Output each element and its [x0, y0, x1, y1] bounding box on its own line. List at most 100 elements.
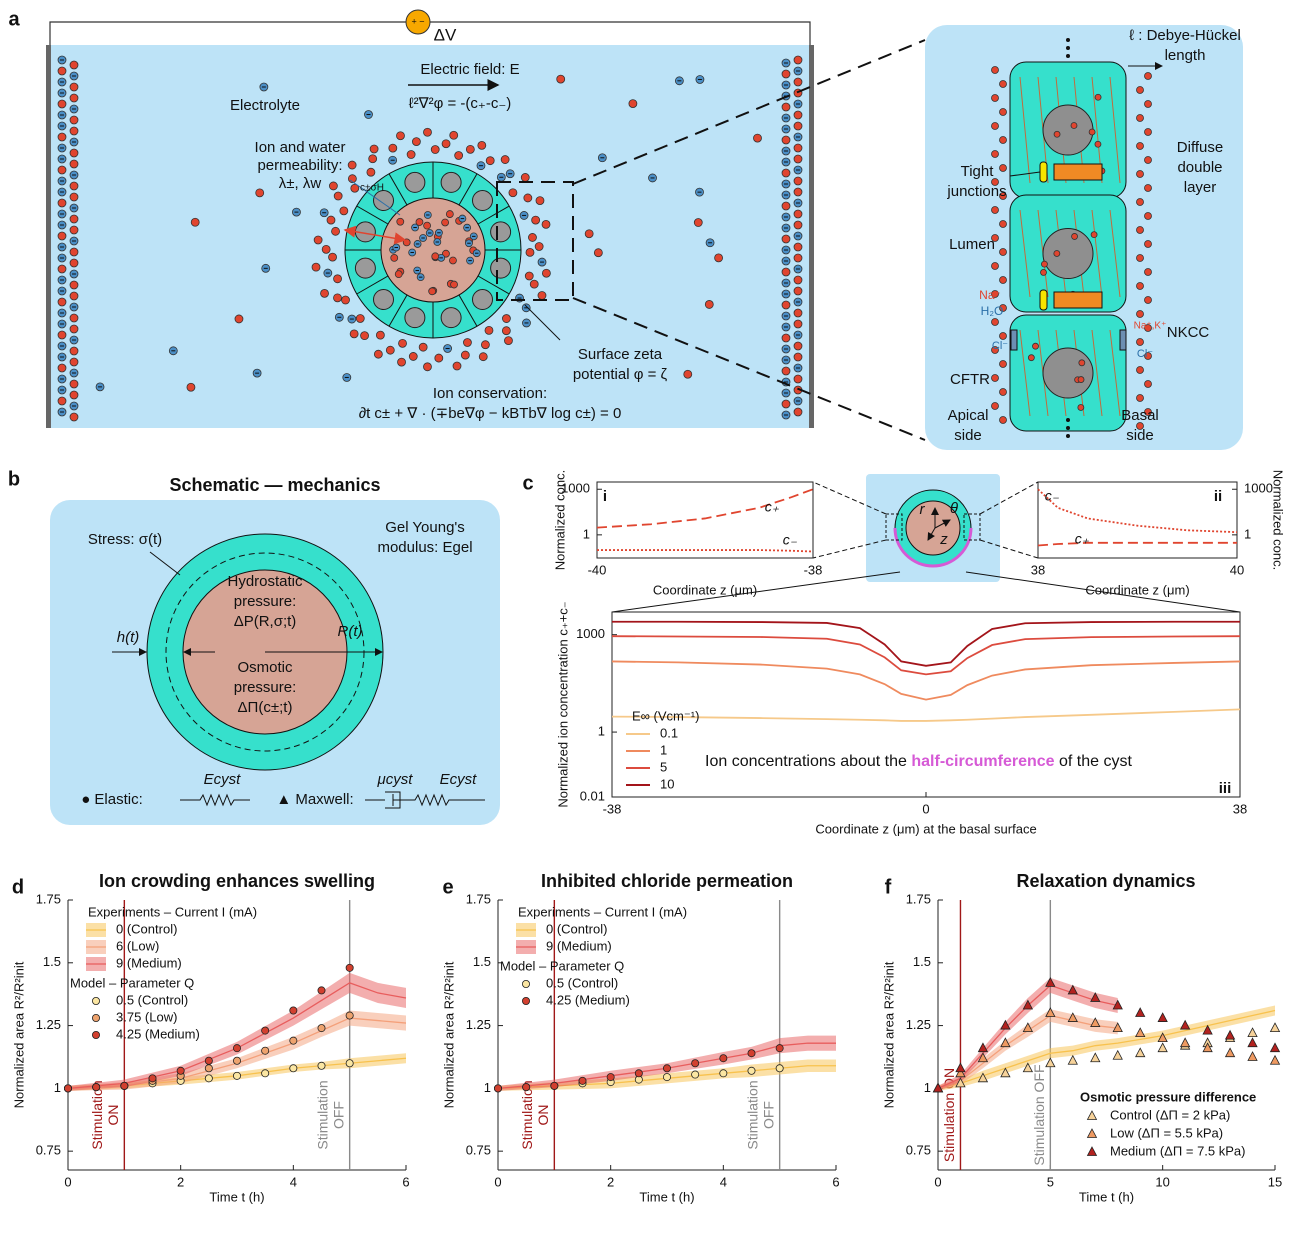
cation [794, 375, 802, 383]
cation [782, 367, 790, 375]
zeta-label: Surface zeta [578, 346, 663, 363]
x-tick-label: 4 [720, 1174, 727, 1189]
cation [481, 341, 489, 349]
cation [1145, 185, 1152, 192]
cation [794, 276, 802, 284]
legend-title: Experiments – Current I (mA) [518, 904, 687, 919]
legend-label: 0 (Control) [546, 921, 607, 936]
cation [409, 352, 417, 360]
cation [58, 298, 66, 306]
model-marker [720, 1055, 727, 1062]
cation [334, 294, 342, 302]
cation [58, 199, 66, 207]
cation [1145, 297, 1152, 304]
x-tick-label: 2 [607, 1174, 614, 1189]
maxwell-modulus-label: Ecyst [440, 771, 478, 788]
model-marker [1136, 1008, 1145, 1017]
cation [412, 138, 420, 146]
continuation-dot [1066, 426, 1070, 430]
cation [1137, 199, 1144, 206]
cation [1000, 221, 1007, 228]
cation [542, 269, 550, 277]
cation [376, 331, 384, 339]
cation [70, 182, 78, 190]
cation [70, 314, 78, 322]
cation [396, 132, 404, 140]
model-marker [149, 1075, 156, 1082]
ion-label: Cl⁻ [1137, 348, 1153, 360]
x-axis-label: Time t (h) [1079, 1189, 1134, 1204]
x-tick-label: -40 [588, 562, 607, 577]
cation [992, 123, 999, 130]
x-tick-label: 6 [832, 1174, 839, 1189]
legend-label: 6 (Low) [116, 938, 159, 953]
cation [451, 281, 458, 288]
permeability-label: permeability: [257, 157, 342, 174]
model-marker [1271, 1023, 1280, 1032]
cation [1079, 360, 1085, 366]
y-tick-label: 1.5 [473, 954, 491, 969]
legend-title: Experiments – Current I (mA) [88, 904, 257, 919]
cation [502, 315, 510, 323]
nucleus [441, 172, 461, 192]
model-marker [205, 1065, 212, 1072]
cation [1145, 241, 1152, 248]
y-tick-label: 1.25 [36, 1017, 61, 1032]
legend-label: 1 [660, 742, 667, 757]
cation [1137, 367, 1144, 374]
ion-label: Na⁺,K⁺ [1134, 321, 1167, 332]
diffuse-label: layer [1184, 179, 1217, 196]
legend-label: 5 [660, 759, 667, 774]
model-marker [494, 1085, 501, 1092]
tight-junction [1040, 290, 1047, 310]
panel-label: f [885, 876, 892, 898]
model-marker [1248, 1052, 1257, 1061]
cation [58, 133, 66, 141]
x-tick-label: 6 [402, 1174, 409, 1189]
model-marker [1088, 1111, 1097, 1120]
y-tick-label: 1.5 [913, 954, 931, 969]
cation [356, 314, 364, 322]
legend-title: Model – Parameter Q [70, 975, 194, 990]
cation [992, 67, 999, 74]
cation [782, 202, 790, 210]
cation [528, 233, 536, 241]
cation [542, 220, 550, 228]
nucleus [491, 222, 511, 242]
electrode [809, 45, 814, 428]
cation [486, 157, 494, 165]
model-marker [1248, 1038, 1257, 1047]
continuation-dot [1066, 54, 1070, 58]
y-tick-label: 1.5 [43, 954, 61, 969]
apical-label: Apical [948, 407, 989, 424]
cation [461, 351, 469, 359]
cation [794, 78, 802, 86]
cation [1000, 417, 1007, 424]
cation [782, 235, 790, 243]
cation [501, 156, 509, 164]
nucleus [355, 258, 375, 278]
legend-title: Model – Parameter Q [500, 958, 624, 973]
cation [342, 296, 350, 304]
cation [235, 315, 243, 323]
cation [453, 362, 461, 370]
y-tick-label: 1 [484, 1080, 491, 1095]
apical-label: side [954, 427, 982, 444]
cation [395, 271, 402, 278]
electrode [46, 45, 51, 428]
cation [715, 254, 723, 262]
diffuse-label: Diffuse [1177, 139, 1223, 156]
hydrostatic-label: pressure: [234, 593, 297, 610]
x-tick-label: 0 [934, 1174, 941, 1189]
cation [992, 375, 999, 382]
cation [1028, 355, 1034, 361]
cation [782, 103, 790, 111]
cation [348, 161, 356, 169]
model-marker [748, 1067, 755, 1074]
cation [1000, 165, 1007, 172]
cation [70, 127, 78, 135]
chart-title: i [603, 488, 607, 505]
event-label: ON [105, 1105, 121, 1126]
cation [794, 408, 802, 416]
cation [423, 128, 431, 136]
